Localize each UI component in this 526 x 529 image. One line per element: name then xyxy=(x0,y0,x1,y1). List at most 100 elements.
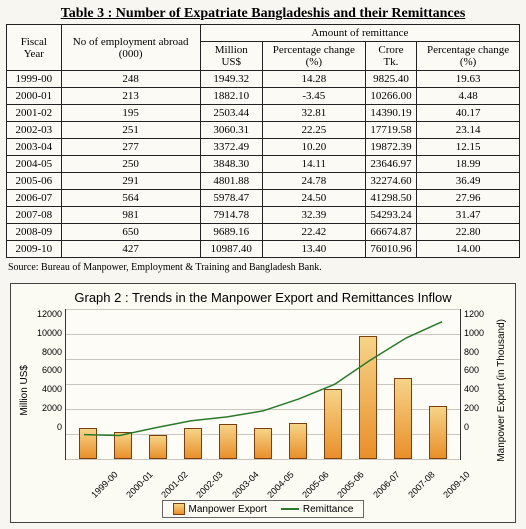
table-cell: 2002-03 xyxy=(7,122,62,139)
table-cell: 24.50 xyxy=(262,190,365,207)
table-cell: 2003-04 xyxy=(7,139,62,156)
table-cell: 3060.31 xyxy=(200,122,262,139)
table-cell: 40.17 xyxy=(417,105,520,122)
table-cell: 22.25 xyxy=(262,122,365,139)
bar xyxy=(184,428,202,459)
col-million-usd: Million US$ xyxy=(200,42,262,71)
table-cell: 981 xyxy=(61,207,200,224)
table-cell: 19872.39 xyxy=(365,139,416,156)
x-tick-label: 2001-02 xyxy=(159,480,179,500)
table-cell: 251 xyxy=(61,122,200,139)
x-tick-label: 2006-07 xyxy=(371,480,391,500)
y-left-tick: 6000 xyxy=(32,365,62,375)
table-cell: 32.39 xyxy=(262,207,365,224)
y-left-tick: 4000 xyxy=(32,384,62,394)
table-cell: 7914.78 xyxy=(200,207,262,224)
table-cell: 10.20 xyxy=(262,139,365,156)
table-row: 2005-062914801.8824.7832274.6036.49 xyxy=(7,173,520,190)
table-row: 1999-002481949.3214.289825.4019.63 xyxy=(7,71,520,88)
table-cell: 32274.60 xyxy=(365,173,416,190)
y-right-tick: 800 xyxy=(464,347,494,357)
table-cell: 22.42 xyxy=(262,224,365,241)
table-cell: 13.40 xyxy=(262,241,365,258)
table-cell: 2007-08 xyxy=(7,207,62,224)
legend-line-label: Remittance xyxy=(303,504,354,515)
table-cell: 23.14 xyxy=(417,122,520,139)
y-left-tick: 10000 xyxy=(32,328,62,338)
table-cell: 3848.30 xyxy=(200,156,262,173)
table-cell: 248 xyxy=(61,71,200,88)
bar xyxy=(149,435,167,459)
line-swatch-icon xyxy=(281,508,299,510)
x-tick-label: 1999-00 xyxy=(89,480,109,500)
bar xyxy=(429,406,447,459)
table-cell: 14390.19 xyxy=(365,105,416,122)
x-tick-label: 2005-06 xyxy=(300,480,320,500)
table-title: Table 3 : Number of Expatriate Banglades… xyxy=(6,6,520,22)
data-table: Fiscal Year No of employment abroad (000… xyxy=(6,24,520,258)
y-left-tick: 2000 xyxy=(32,403,62,413)
y-axis-left-ticks: 12000 10000 8000 6000 4000 2000 0 xyxy=(32,309,65,472)
y-left-tick: 0 xyxy=(32,422,62,432)
x-tick-label: 2007-08 xyxy=(406,480,426,500)
y-axis-right-ticks: 120010008006004002000 xyxy=(461,309,494,472)
y-left-tick: 8000 xyxy=(32,347,62,357)
y-right-tick: 200 xyxy=(464,403,494,413)
bar xyxy=(289,423,307,459)
table-cell: 1999-00 xyxy=(7,71,62,88)
x-tick-label: 2004-05 xyxy=(265,480,285,500)
table-cell: 66674.87 xyxy=(365,224,416,241)
y-axis-left-label: Million US$ xyxy=(17,365,32,416)
table-row: 2001-021952503.4432.8114390.1940.17 xyxy=(7,105,520,122)
table-cell: 2004-05 xyxy=(7,156,62,173)
table-cell: 10266.00 xyxy=(365,88,416,105)
x-tick-label: 2009-10 xyxy=(442,480,462,500)
table-row: 2007-089817914.7832.3954293.2431.47 xyxy=(7,207,520,224)
x-tick-label: 2002-03 xyxy=(195,480,215,500)
table-cell: 24.78 xyxy=(262,173,365,190)
table-cell: 41298.50 xyxy=(365,190,416,207)
table-cell: 17719.58 xyxy=(365,122,416,139)
y-left-tick: 12000 xyxy=(32,309,62,319)
bar xyxy=(394,378,412,459)
table-cell: -3.45 xyxy=(262,88,365,105)
table-cell: 3372.49 xyxy=(200,139,262,156)
table-cell: 54293.24 xyxy=(365,207,416,224)
table-cell: 277 xyxy=(61,139,200,156)
table-cell: 2503.44 xyxy=(200,105,262,122)
table-cell: 14.28 xyxy=(262,71,365,88)
legend-bars: Manpower Export xyxy=(173,503,267,515)
col-employment: No of employment abroad (000) xyxy=(61,25,200,71)
table-row: 2008-096509689.1622.4266674.8722.80 xyxy=(7,224,520,241)
table-cell: 2006-07 xyxy=(7,190,62,207)
table-cell: 2005-06 xyxy=(7,173,62,190)
table-cell: 427 xyxy=(61,241,200,258)
col-pct-change-tk: Percentage change (%) xyxy=(417,42,520,71)
chart-container: Graph 2 : Trends in the Manpower Export … xyxy=(10,283,516,523)
x-tick-label: 2003-04 xyxy=(230,480,250,500)
table-row: 2006-075645978.4724.5041298.5027.96 xyxy=(7,190,520,207)
table-cell: 2008-09 xyxy=(7,224,62,241)
table-cell: 4.48 xyxy=(417,88,520,105)
y-right-tick: 1000 xyxy=(464,328,494,338)
table-cell: 1882.10 xyxy=(200,88,262,105)
legend-bars-label: Manpower Export xyxy=(189,504,267,515)
y-axis-right-label: Manpower Export (in Thousand) xyxy=(494,319,509,462)
table-cell: 195 xyxy=(61,105,200,122)
table-cell: 12.15 xyxy=(417,139,520,156)
table-cell: 14.00 xyxy=(417,241,520,258)
table-row: 2003-042773372.4910.2019872.3912.15 xyxy=(7,139,520,156)
bar xyxy=(219,424,237,459)
legend-line: Remittance xyxy=(281,503,354,515)
table-cell: 650 xyxy=(61,224,200,241)
table-cell: 2001-02 xyxy=(7,105,62,122)
table-cell: 27.96 xyxy=(417,190,520,207)
table-cell: 291 xyxy=(61,173,200,190)
table-cell: 2000-01 xyxy=(7,88,62,105)
y-right-tick: 600 xyxy=(464,365,494,375)
x-tick-label: 2000-01 xyxy=(124,480,144,500)
chart-legend: Manpower Export Remittance xyxy=(162,500,365,518)
table-row: 2000-012131882.10-3.4510266.004.48 xyxy=(7,88,520,105)
table-cell: 18.99 xyxy=(417,156,520,173)
y-right-tick: 1200 xyxy=(464,309,494,319)
